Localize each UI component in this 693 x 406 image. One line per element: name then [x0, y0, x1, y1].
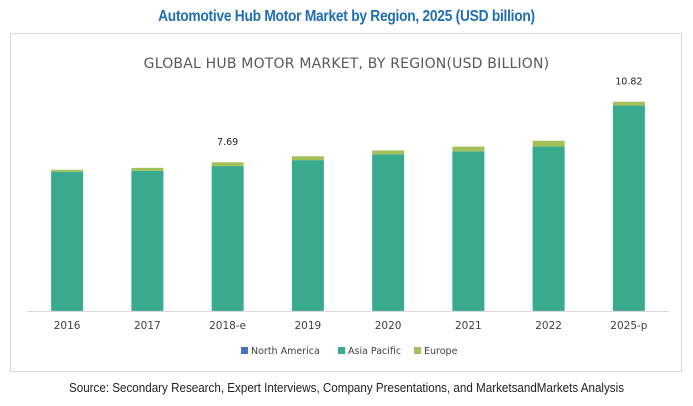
bar-segment-asia-pacific-2016: [51, 171, 84, 311]
bar-segment-asia-pacific-2018-e: [211, 166, 244, 311]
bar-segment-europe-2016: [51, 169, 84, 172]
x-tick-label: 2025-p: [610, 320, 648, 332]
bar-segment-asia-pacific-2025-p: [612, 105, 645, 311]
legend: North America Asia Pacific Europe: [241, 346, 458, 357]
chart-frame: [10, 33, 682, 372]
data-label-2018-e: 7.69: [217, 137, 238, 148]
legend-item-europe: Europe: [414, 346, 458, 357]
bar-segment-asia-pacific-2022: [532, 146, 565, 311]
data-labels: 7.69 10.82: [217, 77, 642, 149]
legend-item-asia-pacific: Asia Pacific: [338, 346, 401, 357]
legend-label: Asia Pacific: [348, 346, 401, 357]
legend-item-north-america: North America: [241, 346, 320, 357]
bar-segment-europe-2019: [291, 156, 324, 161]
x-tick-label: 2018-e: [209, 320, 246, 332]
legend-label: North America: [251, 346, 320, 357]
x-tick-labels: 2016 2017 2018-e 2019 2020 2021 2022 2025-p: [54, 320, 648, 332]
legend-swatch: [414, 347, 421, 354]
legend-swatch: [241, 347, 248, 354]
bar-segment-asia-pacific-2021: [452, 151, 485, 311]
x-tick-label: 2022: [535, 320, 562, 332]
legend-swatch: [338, 347, 345, 354]
x-tick-label: 2020: [375, 320, 402, 332]
bar-segment-asia-pacific-2017: [131, 170, 164, 311]
x-tick-label: 2021: [455, 320, 482, 332]
x-tick-label: 2016: [54, 320, 81, 332]
bar-segment-asia-pacific-2019: [291, 160, 324, 311]
page-title: Automotive Hub Motor Market by Region, 2…: [158, 8, 535, 25]
x-tick-label: 2017: [134, 320, 161, 332]
data-label-2025-p: 10.82: [615, 77, 642, 88]
bar-segment-europe-2025-p: [612, 101, 645, 106]
bar-segment-europe-2017: [131, 167, 164, 171]
bar-segment-asia-pacific-2020: [372, 154, 405, 311]
source-note: Source: Secondary Research, Expert Inter…: [68, 381, 625, 395]
bar-segment-europe-2018-e: [211, 162, 244, 167]
chart-title: GLOBAL HUB MOTOR MARKET, BY REGION(USD B…: [143, 56, 550, 72]
bars-layer: [51, 101, 645, 311]
bar-segment-europe-2022: [532, 140, 565, 147]
bar-segment-europe-2021: [452, 146, 485, 152]
bar-segment-europe-2020: [372, 150, 405, 155]
x-tick-label: 2019: [295, 320, 322, 332]
legend-label: Europe: [424, 346, 458, 357]
